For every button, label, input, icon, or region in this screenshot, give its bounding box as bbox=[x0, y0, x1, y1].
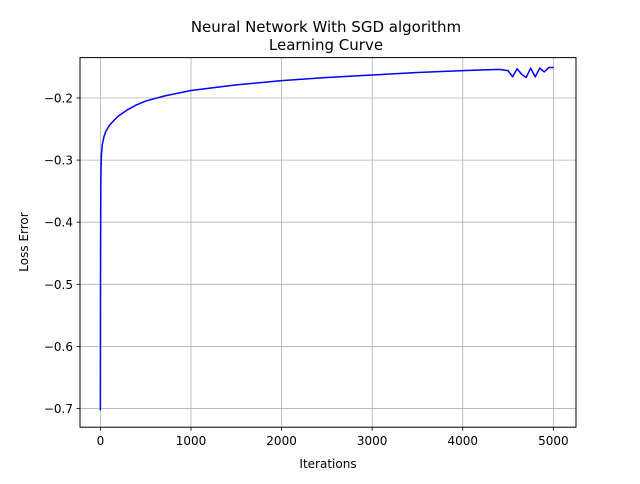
loss-data-point bbox=[113, 119, 115, 121]
loss-data-point bbox=[235, 84, 237, 86]
y-tick-label: −0.6 bbox=[44, 340, 73, 354]
loss-data-point bbox=[145, 100, 147, 102]
loss-data-point bbox=[117, 115, 120, 117]
loss-data-point bbox=[99, 252, 102, 254]
loss-data-point bbox=[99, 409, 101, 411]
x-tick-label: 0 bbox=[97, 434, 105, 448]
loss-data-point bbox=[163, 95, 165, 97]
x-axis-ticks: 0 1000 2000 3000 4000 5000 bbox=[97, 427, 569, 448]
loss-data-point bbox=[105, 130, 107, 133]
loss-data-point bbox=[548, 66, 550, 69]
loss-data-point bbox=[525, 76, 527, 79]
loss-data-point bbox=[100, 156, 102, 158]
y-tick-label: −0.7 bbox=[44, 402, 73, 416]
x-tick-label: 5000 bbox=[538, 434, 569, 448]
x-tick-label: 1000 bbox=[176, 434, 207, 448]
loss-data-point bbox=[326, 76, 328, 79]
loss-data-point bbox=[516, 68, 518, 70]
y-axis-label: Loss Error bbox=[17, 212, 31, 271]
loss-data-point bbox=[100, 178, 102, 180]
plot-area-frame bbox=[79, 57, 577, 428]
loss-data-point bbox=[190, 89, 192, 92]
loss-data-point bbox=[521, 73, 523, 75]
loss-data-point bbox=[543, 71, 545, 73]
x-axis-label: Iterations bbox=[299, 457, 356, 471]
loss-data-point bbox=[530, 67, 532, 69]
x-tick-label: 2000 bbox=[266, 434, 297, 448]
loss-data-point bbox=[101, 144, 103, 146]
x-tick-label: 4000 bbox=[447, 434, 478, 448]
loss-data-point bbox=[126, 109, 129, 111]
loss-curve-line bbox=[99, 66, 554, 410]
y-axis-ticks: −0.7 −0.6 −0.5 −0.4 −0.3 −0.2 bbox=[44, 91, 80, 416]
series-layer bbox=[99, 66, 554, 411]
loss-data-point bbox=[462, 70, 464, 72]
loss-data-point bbox=[511, 76, 514, 78]
loss-data-point bbox=[507, 70, 509, 72]
loss-data-point bbox=[539, 67, 541, 69]
loss-data-point bbox=[103, 135, 105, 138]
grid-lines bbox=[80, 57, 576, 428]
x-tick-label: 3000 bbox=[357, 434, 388, 448]
loss-data-point bbox=[136, 104, 138, 106]
loss-data-point bbox=[498, 68, 500, 70]
loss-data-point bbox=[480, 69, 482, 71]
y-tick-label: −0.4 bbox=[44, 216, 73, 230]
y-tick-label: −0.5 bbox=[44, 278, 73, 292]
loss-data-point bbox=[108, 124, 111, 126]
y-tick-label: −0.2 bbox=[44, 91, 73, 105]
loss-data-point bbox=[416, 71, 419, 74]
y-tick-label: −0.3 bbox=[44, 154, 73, 168]
chart-title-line-1: Neural Network With SGD algorithm bbox=[191, 18, 461, 36]
loss-data-point bbox=[280, 79, 283, 82]
loss-data-point bbox=[552, 66, 554, 69]
loss-data-point bbox=[534, 76, 536, 78]
chart-title-line-2: Learning Curve bbox=[269, 36, 383, 54]
loss-data-point bbox=[371, 74, 373, 76]
